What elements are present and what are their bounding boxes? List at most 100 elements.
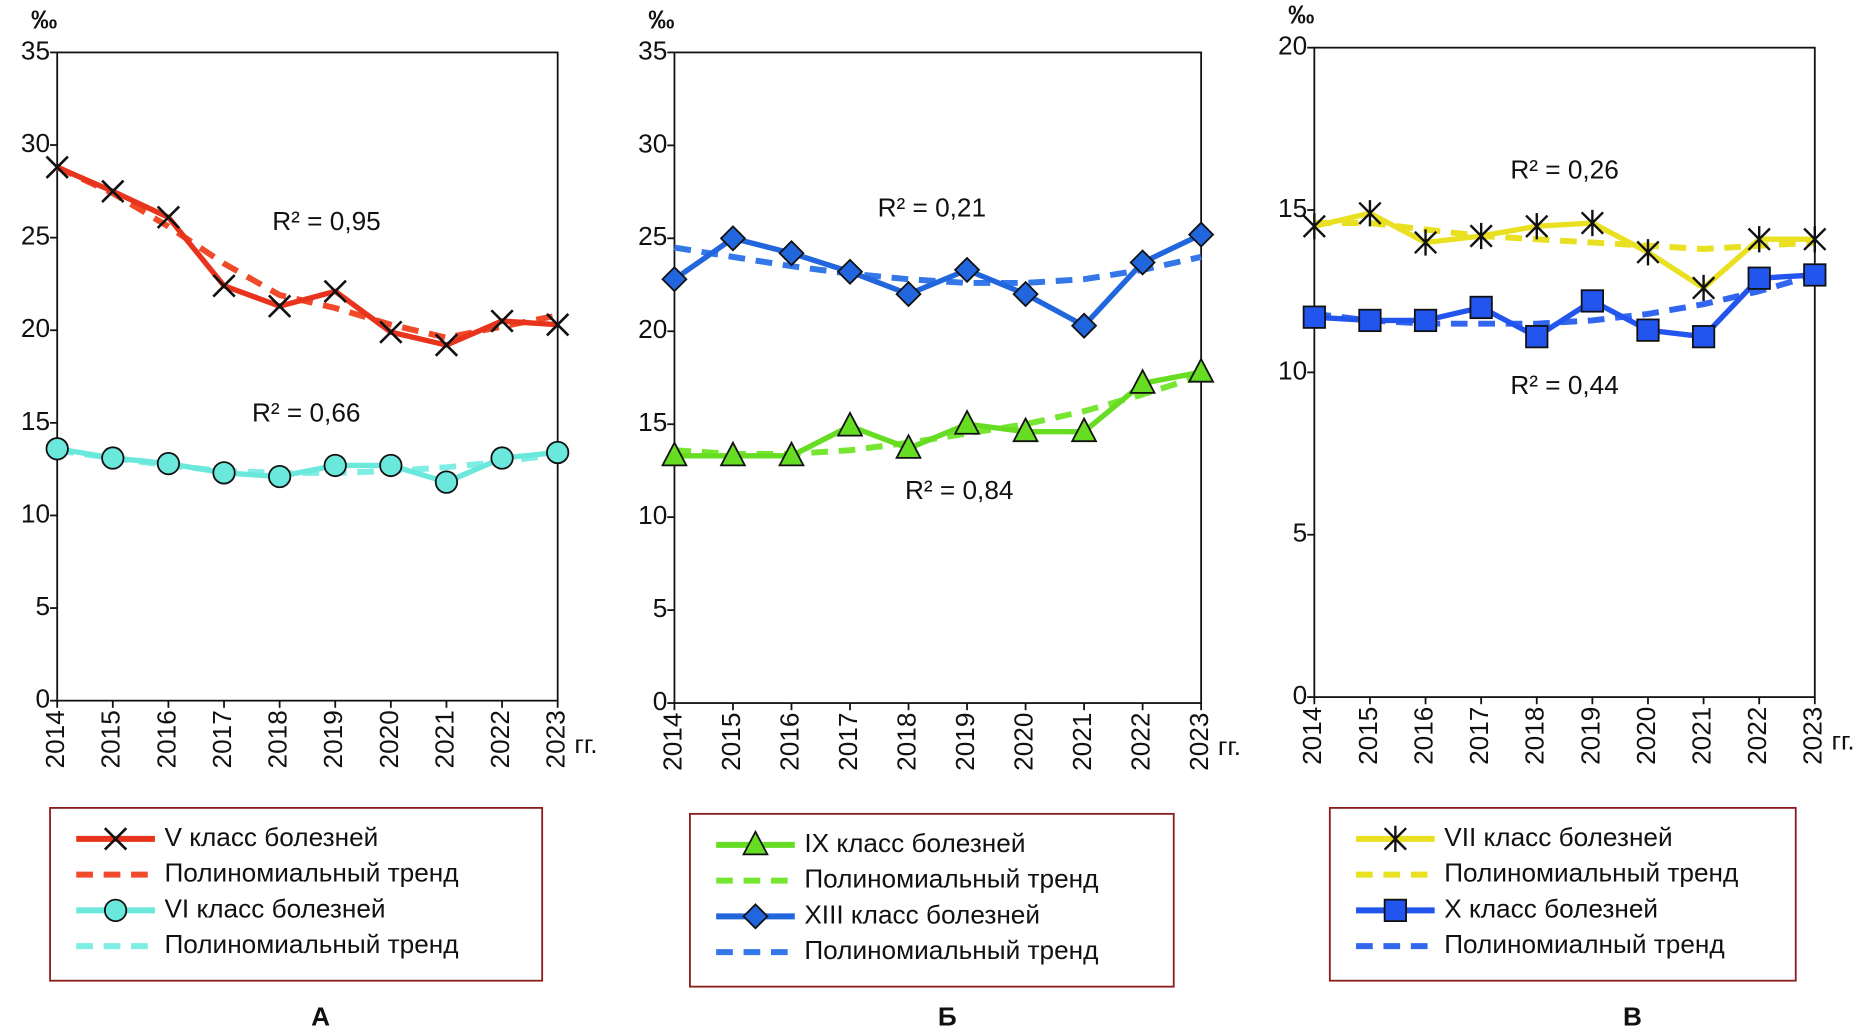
marker (742, 903, 769, 930)
x-tick-label: 2018 (891, 713, 921, 771)
y-tick-label: 35 (638, 35, 667, 65)
x-tick-label: 2014 (1297, 707, 1327, 765)
x-tick-label: 2023 (1184, 713, 1214, 771)
marker (379, 320, 403, 344)
legend-label: Полиномиальный тренд (1444, 858, 1738, 888)
y-tick-label: 30 (21, 128, 50, 158)
y-tick-label: 35 (21, 35, 50, 65)
legend-label: Полиномиальный тренд (804, 935, 1098, 965)
marker (778, 240, 805, 267)
marker (1383, 898, 1407, 923)
x-tick-label: 2016 (151, 710, 181, 768)
panel: 0 5 10 15 20‰ 2014 2015 2016 2017 2018 2019 2020 202… (1278, 0, 1855, 1032)
marker (1636, 239, 1660, 266)
x-tick-label: 2014 (40, 710, 70, 768)
marker (1302, 305, 1326, 329)
y-tick-label: 10 (21, 498, 50, 528)
x-tick-label: 2020 (1008, 713, 1038, 771)
y-unit: ‰ (31, 4, 57, 34)
y-tick-label: 5 (1293, 518, 1308, 548)
x-tick-label: 2017 (1464, 707, 1494, 765)
x-tick-label: 2019 (1575, 707, 1605, 765)
legend-label: VII класс болезней (1444, 822, 1672, 852)
x-tick-label: 2022 (1742, 707, 1772, 765)
marker (1129, 368, 1157, 394)
y-unit: ‰ (1288, 0, 1314, 30)
marker (1129, 249, 1156, 276)
marker (661, 440, 688, 467)
marker (1636, 318, 1660, 342)
x-tick-label: 2016 (774, 713, 804, 771)
series-line (56, 164, 558, 348)
x-tick-label: 2017 (833, 713, 863, 771)
y-tick-label: 15 (21, 406, 50, 436)
marker (323, 279, 347, 304)
marker (1692, 274, 1716, 302)
plot-frame (673, 51, 1203, 704)
series-line (672, 232, 1203, 329)
r-squared-label: R² = 0,21 (878, 193, 987, 223)
marker (434, 333, 459, 357)
marker (103, 898, 128, 923)
legend-label: Полиномиальный тренд (804, 864, 1098, 894)
x-tick-label: 2021 (429, 710, 459, 768)
marker (490, 446, 514, 470)
marker (45, 155, 69, 179)
marker (434, 470, 459, 494)
r-squared-label: R² = 0,44 (1510, 370, 1619, 400)
y-tick-label: 25 (21, 221, 50, 251)
x-tick-label: 2020 (374, 710, 404, 768)
y-tick-label: 30 (638, 128, 667, 158)
series-line (1313, 210, 1815, 291)
marker (546, 313, 570, 337)
x-tick-label: 2015 (716, 713, 746, 771)
x-unit: гг. (574, 729, 597, 759)
r-squared-label: R² = 0,95 (272, 206, 381, 236)
marker (101, 446, 125, 470)
y-tick-label: 20 (21, 313, 50, 343)
y-tick-label: 25 (638, 221, 667, 251)
panel-label: Б (938, 1002, 957, 1032)
y-tick-label: 5 (35, 591, 50, 621)
marker (1469, 222, 1493, 250)
marker (778, 440, 805, 467)
panel-label: А (311, 1002, 330, 1032)
panel-label: В (1623, 1002, 1642, 1032)
marker (379, 453, 403, 478)
r-squared-label: R² = 0,66 (252, 398, 361, 428)
legend-label: VI класс болезней (164, 893, 385, 923)
marker (212, 274, 236, 298)
marker (719, 225, 747, 252)
marker (1413, 229, 1438, 256)
marker (156, 451, 181, 476)
y-tick-label: 15 (638, 407, 667, 437)
marker (953, 256, 981, 284)
y-tick-label: 0 (35, 684, 50, 714)
marker (1012, 416, 1039, 443)
legend-label: Полиномиальный тренд (164, 858, 458, 888)
r-squared-label: R² = 0,26 (1510, 155, 1619, 185)
x-tick-label: 2014 (657, 713, 687, 771)
x-tick-label: 2022 (1126, 713, 1156, 771)
series-line (674, 369, 1202, 459)
x-tick-label: 2023 (541, 710, 571, 768)
plot-frame (56, 51, 559, 702)
legend-label: Полиномиальный тренд (164, 929, 458, 959)
marker (1187, 357, 1215, 383)
x-tick-label: 2015 (96, 710, 126, 768)
x-tick-label: 2019 (318, 710, 348, 768)
marker (1803, 226, 1827, 253)
x-tick-label: 2019 (950, 713, 980, 771)
marker (490, 309, 514, 333)
marker (103, 827, 128, 851)
legend-label: X класс болезней (1444, 893, 1658, 923)
marker (1070, 312, 1098, 339)
x-unit: гг. (1218, 731, 1241, 761)
marker (953, 409, 981, 435)
marker (1525, 213, 1549, 240)
marker (1358, 200, 1382, 227)
panel: 0 5 10 15 20 25 30 35‰ 2014 2015 2016 2017 2018 2019 2… (638, 4, 1241, 1031)
x-tick-label: 2018 (1520, 707, 1550, 765)
